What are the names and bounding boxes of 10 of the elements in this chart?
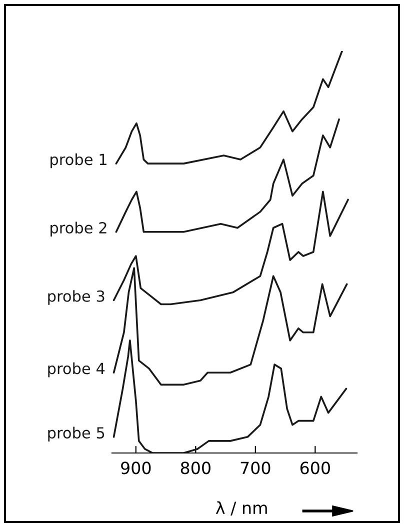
series-label: probe 2 (50, 222, 106, 237)
series-label: probe 5 (48, 426, 104, 442)
series-label: probe 3 (48, 290, 104, 305)
series-label: probe 4 (48, 362, 105, 378)
x-tick-label: 800 (180, 462, 210, 474)
series-label: probe 1 (50, 153, 106, 168)
x-tick-label: 600 (300, 462, 330, 474)
x-axis-title: λ / nm (216, 501, 267, 516)
x-tick-label: 900 (121, 462, 151, 474)
x-tick-label: 700 (240, 462, 270, 474)
